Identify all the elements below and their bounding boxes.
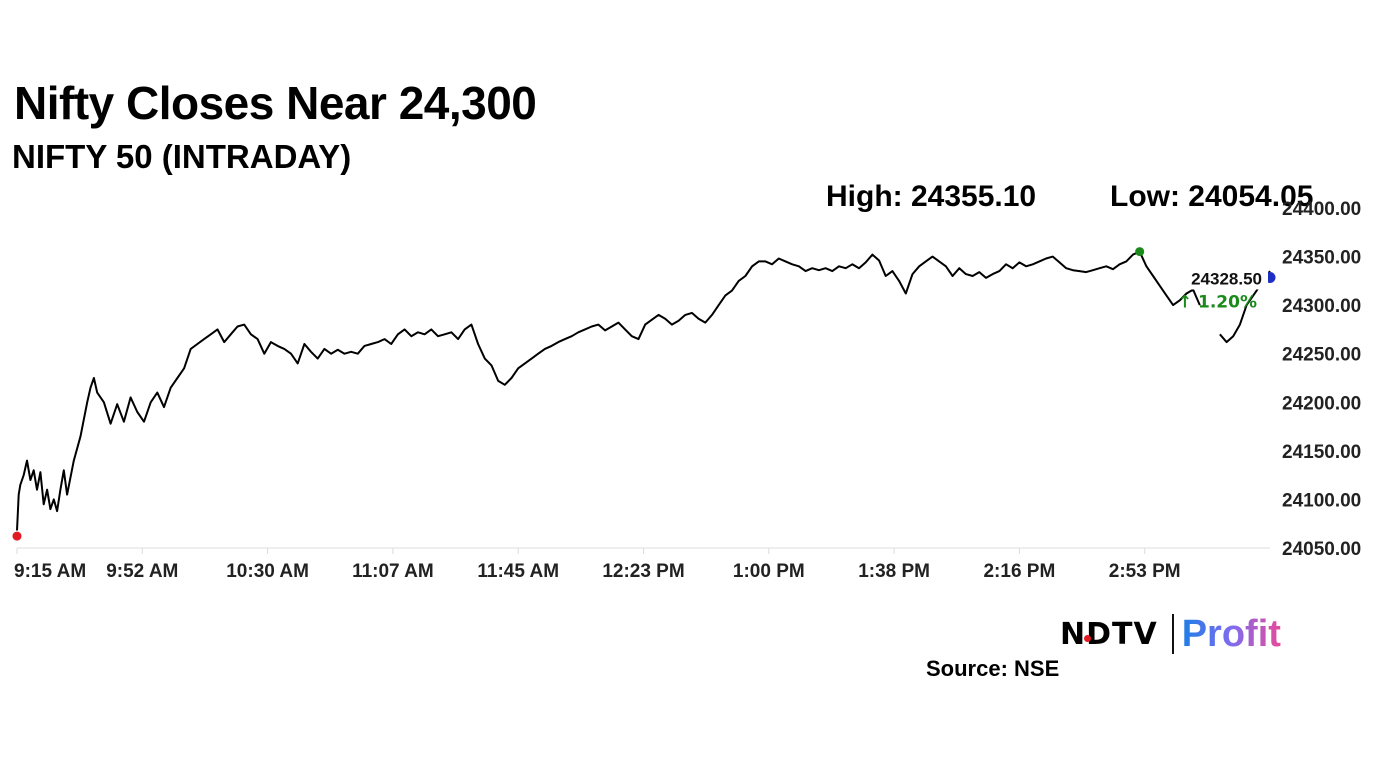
last-price-label-bg (1190, 265, 1268, 290)
logo-divider (1171, 614, 1174, 654)
y-tick-label: 24100.00 (1282, 490, 1361, 511)
x-tick-label: 9:15 AM (14, 561, 86, 582)
open-marker (12, 531, 22, 541)
y-tick-label: 24400.00 (1282, 199, 1361, 220)
high-marker (1135, 247, 1145, 257)
x-tick-label: 1:38 PM (858, 561, 930, 582)
y-tick-label: 24200.00 (1282, 393, 1361, 414)
ndtv-wordmark: NDTV (1060, 616, 1158, 652)
x-tick-label: 12:23 PM (602, 561, 684, 582)
x-tick-label: 10:30 AM (226, 561, 309, 582)
change-percent-label: ↑ 1.20% (1178, 292, 1257, 312)
x-tick-label: 1:00 PM (733, 561, 805, 582)
high-label: High: 24355.10 (826, 180, 1037, 213)
y-tick-label: 24300.00 (1282, 296, 1361, 317)
nifty-price-line (16, 250, 1271, 531)
last-price-label: 24328.50 (1191, 269, 1262, 288)
ndtv-profit-logo: NDTV Profit (1060, 612, 1281, 656)
source-label: Source: NSE (926, 656, 1060, 681)
y-tick-label: 24350.00 (1282, 248, 1361, 269)
chart-subtitle: NIFTY 50 (INTRADAY) (12, 138, 352, 175)
x-tick-label: 2:16 PM (983, 561, 1055, 582)
y-tick-label: 24250.00 (1282, 345, 1361, 366)
x-tick-label: 11:45 AM (477, 561, 559, 582)
y-tick-label: 24150.00 (1282, 442, 1361, 463)
x-tick-label: 2:53 PM (1109, 561, 1181, 582)
low-label: Low: 24054.05 (1110, 180, 1314, 213)
chart-title: Nifty Closes Near 24,300 (14, 77, 537, 129)
y-tick-label: 24050.00 (1282, 539, 1361, 560)
profit-wordmark: Profit (1181, 612, 1281, 655)
x-tick-label: 11:07 AM (352, 561, 434, 582)
x-tick-label: 9:52 AM (106, 561, 178, 582)
